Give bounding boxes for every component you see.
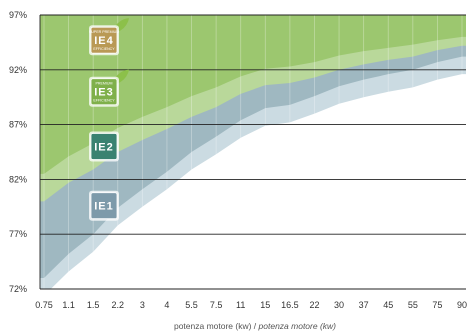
x-tick-label: 0.75 (35, 300, 53, 310)
badge-top-text: SUPER PREMIUM (89, 30, 119, 34)
x-tick-labels: 0.75 1.1 1.5 2.2 3 4 5.5 7.5 11 15 16.5 22 30 37 45 55 7… (35, 300, 467, 310)
x-tick-label: 1.1 (62, 300, 75, 310)
x-tick-label: 7.5 (210, 300, 223, 310)
y-tick-label: 92% (9, 65, 27, 75)
badge-face (90, 26, 118, 54)
x-tick-label: 55 (408, 300, 418, 310)
badge-label: IE4 (94, 35, 114, 47)
badge-bottom-text: EFFICIENCY (93, 99, 115, 103)
badge-face (90, 192, 118, 220)
x-axis-label-italic: potenza motore (kw) (258, 321, 337, 331)
x-tick-label: 90 (457, 300, 467, 310)
badge-label: IE1 (94, 201, 114, 213)
badge-face (90, 133, 118, 160)
x-tick-label: 11 (236, 300, 245, 310)
badge-label: IE3 (94, 87, 114, 99)
y-tick-label: 77% (9, 229, 27, 239)
efficiency-bands (40, 15, 466, 296)
x-axis-label: potenza motore (kw) / potenza motore (kw… (174, 321, 336, 331)
x-tick-label: 15 (260, 300, 270, 310)
badge-ie2: IE2 (89, 131, 119, 162)
x-tick-label: 2.2 (112, 300, 125, 310)
badge-bottom-text: EFFICIENCY (93, 47, 115, 51)
badge-top-text: PREMIUM (96, 82, 113, 86)
y-tick-label: 82% (9, 174, 27, 184)
x-axis-label-plain: potenza motore (kw) / (174, 321, 259, 331)
x-tick-label: 4 (164, 300, 169, 310)
y-tick-labels: 72% 77% 82% 87% 92% 97% (9, 10, 27, 294)
badge-ie1: IE1 (89, 190, 119, 221)
y-tick-label: 87% (9, 120, 27, 130)
badge-face (90, 78, 118, 106)
y-tick-label: 97% (9, 10, 27, 20)
x-tick-label: 1.5 (87, 300, 100, 310)
badge-label: IE2 (94, 142, 114, 154)
x-tick-label: 45 (383, 300, 393, 310)
y-tick-label: 72% (9, 284, 27, 294)
x-tick-label: 22 (309, 300, 319, 310)
x-tick-label: 37 (359, 300, 369, 310)
x-tick-label: 30 (334, 300, 344, 310)
x-tick-label: 16.5 (281, 300, 299, 310)
band-below-ie1 (40, 74, 466, 296)
x-tick-label: 3 (140, 300, 145, 310)
x-tick-label: 5.5 (185, 300, 198, 310)
x-tick-label: 75 (432, 300, 442, 310)
gridlines (39, 14, 466, 290)
